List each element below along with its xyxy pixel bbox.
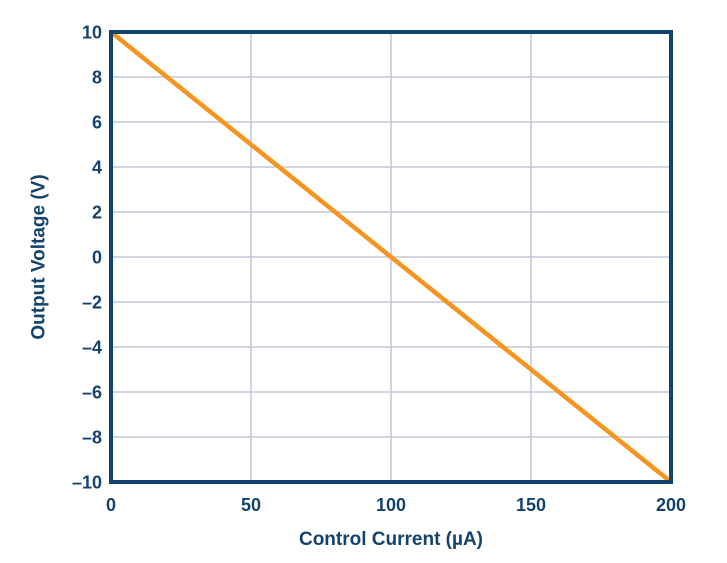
x-tick-label: 100 — [376, 495, 406, 515]
y-tick-label: 4 — [92, 157, 102, 177]
x-tick-label: 0 — [106, 495, 116, 515]
y-tick-label: 6 — [92, 112, 102, 132]
y-tick-label: –10 — [72, 472, 102, 492]
y-tick-label: –4 — [82, 337, 102, 357]
y-tick-label: –6 — [82, 382, 102, 402]
data-line — [108, 29, 674, 485]
y-tick-label: 8 — [92, 67, 102, 87]
x-tick-label: 200 — [656, 495, 686, 515]
y-tick-label: 10 — [82, 22, 102, 42]
y-axis-title: Output Voltage (V) — [29, 174, 50, 339]
y-tick-label: –8 — [82, 427, 102, 447]
x-tick-label: 50 — [241, 495, 261, 515]
y-tick-label: –2 — [82, 292, 102, 312]
y-tick-label: 2 — [92, 202, 102, 222]
x-tick-label: 150 — [516, 495, 546, 515]
y-tick-label: 0 — [92, 247, 102, 267]
x-axis-title: Control Current (µA) — [299, 529, 483, 550]
plot-frame — [109, 30, 673, 484]
